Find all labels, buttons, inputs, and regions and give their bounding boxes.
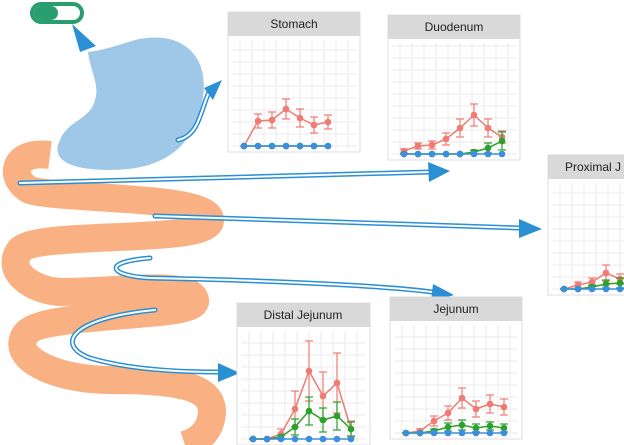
data-point: [500, 424, 508, 432]
data-point: [324, 118, 332, 126]
data-point: [442, 135, 450, 143]
data-point: [324, 142, 332, 150]
data-point: [456, 150, 464, 158]
panel-title: Jejunum: [433, 302, 478, 316]
panel-title: Proximal J: [565, 160, 621, 174]
data-point: [500, 403, 508, 411]
data-point: [305, 407, 313, 415]
data-point: [305, 435, 313, 443]
data-point: [291, 435, 299, 443]
mini-chart: Duodenum: [387, 14, 521, 161]
data-point: [347, 425, 355, 433]
mini-chart: Distal Jejunum: [236, 302, 371, 445]
data-point: [254, 142, 262, 150]
data-point: [444, 409, 452, 417]
data-point: [500, 429, 508, 437]
data-point: [240, 142, 248, 150]
data-point: [249, 435, 257, 443]
intestine: [1, 140, 226, 445]
data-point: [484, 144, 492, 152]
panel-header: [390, 297, 522, 321]
data-point: [574, 285, 582, 293]
data-point: [444, 423, 452, 431]
panel-title: Duodenum: [425, 20, 484, 34]
data-point: [291, 405, 299, 413]
data-point: [263, 435, 271, 443]
data-point: [560, 285, 568, 293]
data-point: [268, 142, 276, 150]
data-point: [319, 416, 327, 424]
panel-header: [237, 303, 370, 327]
data-point: [414, 150, 422, 158]
data-point: [319, 392, 327, 400]
data-point: [333, 435, 341, 443]
data-point: [296, 114, 304, 122]
capsule-arrow-head: [72, 24, 96, 52]
panel-background: [387, 14, 521, 161]
panel-header: [548, 155, 624, 179]
data-point: [602, 269, 610, 277]
data-point: [333, 379, 341, 387]
data-point: [602, 285, 610, 293]
arrows: [17, 87, 523, 375]
data-point: [402, 429, 410, 437]
data-point: [470, 111, 478, 119]
mini-chart: Jejunum: [389, 296, 523, 440]
panel-title: Stomach: [270, 17, 317, 31]
panel-title: Distal Jejunum: [264, 308, 343, 322]
data-point: [305, 367, 313, 375]
data-point: [458, 394, 466, 402]
data-point: [277, 435, 285, 443]
data-point: [484, 124, 492, 132]
mini-chart: Proximal J: [547, 154, 624, 296]
data-point: [430, 429, 438, 437]
data-point: [416, 429, 424, 437]
mini-chart: Stomach: [227, 11, 361, 153]
data-point: [456, 124, 464, 132]
panel-header: [388, 15, 520, 39]
data-point: [319, 435, 327, 443]
data-point: [282, 142, 290, 150]
data-point: [442, 150, 450, 158]
data-point: [347, 435, 355, 443]
panels: Stomach Duodenum Proximal J Distal Jejunum J…: [227, 11, 624, 445]
data-point: [486, 429, 494, 437]
data-point: [588, 285, 596, 293]
data-point: [428, 141, 436, 149]
data-point: [296, 142, 304, 150]
stomach: [57, 37, 204, 170]
data-point: [268, 116, 276, 124]
data-point: [602, 280, 610, 288]
data-point: [472, 429, 480, 437]
data-point: [486, 400, 494, 408]
data-point: [458, 429, 466, 437]
data-point: [414, 142, 422, 150]
data-point: [616, 279, 624, 287]
data-point: [484, 150, 492, 158]
data-point: [588, 278, 596, 286]
data-point: [498, 137, 506, 145]
data-point: [254, 117, 262, 125]
data-point: [430, 417, 438, 425]
panel-header: [228, 12, 360, 36]
data-point: [400, 150, 408, 158]
data-point: [428, 150, 436, 158]
data-point: [310, 121, 318, 129]
capsule-icon: [30, 2, 84, 24]
data-point: [498, 150, 506, 158]
data-point: [333, 412, 341, 420]
data-point: [486, 422, 494, 430]
data-point: [282, 105, 290, 113]
data-point: [458, 421, 466, 429]
data-point: [444, 429, 452, 437]
data-point: [472, 424, 480, 432]
data-point: [616, 285, 624, 293]
data-point: [470, 150, 478, 158]
data-point: [310, 142, 318, 150]
data-point: [472, 405, 480, 413]
data-point: [291, 423, 299, 431]
